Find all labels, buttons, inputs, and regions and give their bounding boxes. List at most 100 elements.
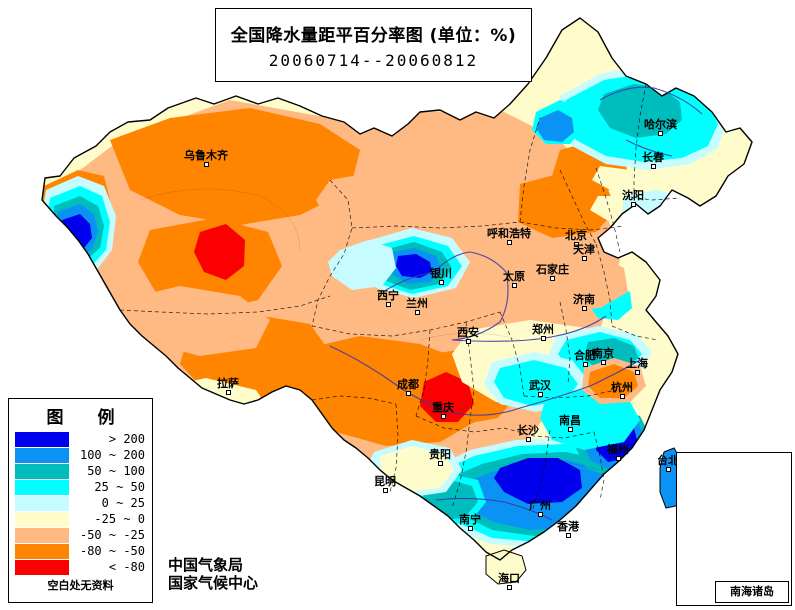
city-label: 南昌 bbox=[559, 415, 581, 432]
city-marker-icon bbox=[567, 427, 573, 432]
city-name: 西宁 bbox=[377, 289, 399, 302]
city-marker-icon bbox=[581, 306, 587, 311]
legend-rows: > 200 100 ~ 200 50 ~ 100 25 ~ 50 0 ~ 25 -25 ~… bbox=[9, 431, 152, 575]
city-name: 香港 bbox=[557, 520, 579, 533]
legend-label: 0 ~ 25 bbox=[101, 496, 145, 510]
city-name: 西安 bbox=[457, 326, 479, 339]
legend-swatch bbox=[15, 447, 69, 463]
city-name: 兰州 bbox=[406, 297, 428, 310]
legend-row: > 200 bbox=[9, 431, 152, 447]
credit-line-1: 中国气象局 bbox=[168, 556, 244, 574]
map-title-box: 全国降水量距平百分率图 (单位：%) 20060714--20060812 bbox=[215, 8, 532, 82]
legend-label: 25 ~ 50 bbox=[94, 480, 145, 494]
city-marker-icon bbox=[438, 280, 444, 285]
city-marker-icon bbox=[537, 512, 543, 517]
city-name: 郑州 bbox=[532, 323, 554, 336]
city-label: 哈尔滨 bbox=[644, 119, 677, 136]
legend-no-data-note: 空白处无资料 bbox=[47, 579, 114, 592]
city-name: 银川 bbox=[430, 267, 452, 280]
legend-swatch bbox=[15, 543, 69, 559]
contour-lines bbox=[139, 188, 601, 471]
city-name: 福州 bbox=[607, 443, 629, 456]
city-label: 西安 bbox=[457, 327, 479, 344]
city-name: 海口 bbox=[498, 572, 520, 585]
inset-label: 南海诸岛 bbox=[715, 581, 789, 603]
city-marker-icon bbox=[203, 162, 209, 167]
legend-row: -80 ~ -50 bbox=[9, 543, 152, 559]
legend-label: < -80 bbox=[108, 560, 145, 574]
legend-row: 25 ~ 50 bbox=[9, 479, 152, 495]
city-marker-icon bbox=[506, 240, 512, 245]
legend-label: -25 ~ 0 bbox=[94, 512, 145, 526]
city-marker-icon bbox=[650, 164, 656, 169]
city-marker-icon bbox=[405, 391, 411, 396]
china-border-outline bbox=[41, 17, 753, 561]
city-label: 杭州 bbox=[611, 382, 633, 399]
city-name: 南京 bbox=[592, 347, 614, 360]
city-name: 北京 bbox=[565, 229, 587, 242]
city-label: 西宁 bbox=[377, 290, 399, 307]
city-marker-icon bbox=[630, 202, 636, 207]
legend-swatch bbox=[15, 559, 69, 575]
city-label: 昆明 bbox=[374, 476, 396, 493]
legend-swatch bbox=[15, 495, 69, 511]
city-marker-icon bbox=[619, 394, 625, 399]
legend-row: -50 ~ -25 bbox=[9, 527, 152, 543]
city-label: 乌鲁木齐 bbox=[184, 150, 228, 167]
legend-row: 50 ~ 100 bbox=[9, 463, 152, 479]
city-marker-icon bbox=[525, 437, 531, 442]
city-marker-icon bbox=[634, 370, 640, 375]
legend-row: 0 ~ 25 bbox=[9, 495, 152, 511]
city-name: 南宁 bbox=[459, 513, 481, 526]
city-label: 南宁 bbox=[459, 514, 481, 531]
city-label: 上海 bbox=[626, 358, 648, 375]
city-label: 沈阳 bbox=[622, 190, 644, 207]
city-marker-icon bbox=[573, 242, 579, 247]
city-marker-icon bbox=[465, 339, 471, 344]
city-label: 香港 bbox=[557, 521, 579, 538]
city-name: 杭州 bbox=[611, 381, 633, 394]
city-label: 太原 bbox=[503, 271, 525, 288]
legend-row: < -80 bbox=[9, 559, 152, 575]
legend-label: -80 ~ -50 bbox=[79, 544, 145, 558]
city-label: 重庆 bbox=[432, 402, 454, 419]
city-marker-icon bbox=[658, 131, 663, 136]
city-name: 沈阳 bbox=[622, 189, 644, 202]
legend-label: -50 ~ -25 bbox=[79, 528, 145, 542]
city-name: 长沙 bbox=[517, 424, 539, 437]
legend-swatch bbox=[15, 511, 69, 527]
city-name: 济南 bbox=[573, 293, 595, 306]
city-name: 台北 bbox=[657, 454, 679, 467]
agency-credit: 中国气象局 国家气候中心 bbox=[168, 556, 258, 592]
city-marker-icon bbox=[467, 526, 473, 531]
south-china-sea-inset: 南海诸岛 bbox=[676, 452, 792, 606]
city-marker-icon bbox=[550, 276, 555, 281]
city-marker-icon bbox=[506, 585, 512, 590]
city-label: 济南 bbox=[573, 294, 595, 311]
city-name: 哈尔滨 bbox=[644, 118, 677, 131]
city-name: 成都 bbox=[397, 378, 419, 391]
city-label: 长沙 bbox=[517, 425, 539, 442]
legend-row: -25 ~ 0 bbox=[9, 511, 152, 527]
city-marker-icon bbox=[540, 336, 546, 341]
city-name: 石家庄 bbox=[536, 263, 569, 276]
legend-panel: 图 例 > 200 100 ~ 200 50 ~ 100 25 ~ 50 0 ~ 25 -… bbox=[8, 398, 153, 603]
city-marker-icon bbox=[385, 302, 391, 307]
city-marker-icon bbox=[615, 456, 621, 461]
city-marker-icon bbox=[581, 256, 587, 261]
city-marker-icon bbox=[600, 360, 606, 365]
city-label: 成都 bbox=[397, 379, 419, 396]
city-name: 南昌 bbox=[559, 414, 581, 427]
city-name: 长春 bbox=[642, 151, 664, 164]
legend-swatch bbox=[15, 479, 69, 495]
date-range-label: 20060714--20060812 bbox=[268, 50, 479, 70]
city-name: 昆明 bbox=[374, 475, 396, 488]
city-marker-icon bbox=[511, 283, 517, 288]
legend-title: 图 例 bbox=[46, 408, 129, 428]
city-name: 乌鲁木齐 bbox=[184, 149, 228, 162]
city-label: 兰州 bbox=[406, 298, 428, 315]
city-name: 武汉 bbox=[529, 379, 551, 392]
city-marker-icon bbox=[414, 310, 420, 315]
city-name: 贵阳 bbox=[429, 448, 451, 461]
city-label: 台北 bbox=[657, 455, 679, 472]
